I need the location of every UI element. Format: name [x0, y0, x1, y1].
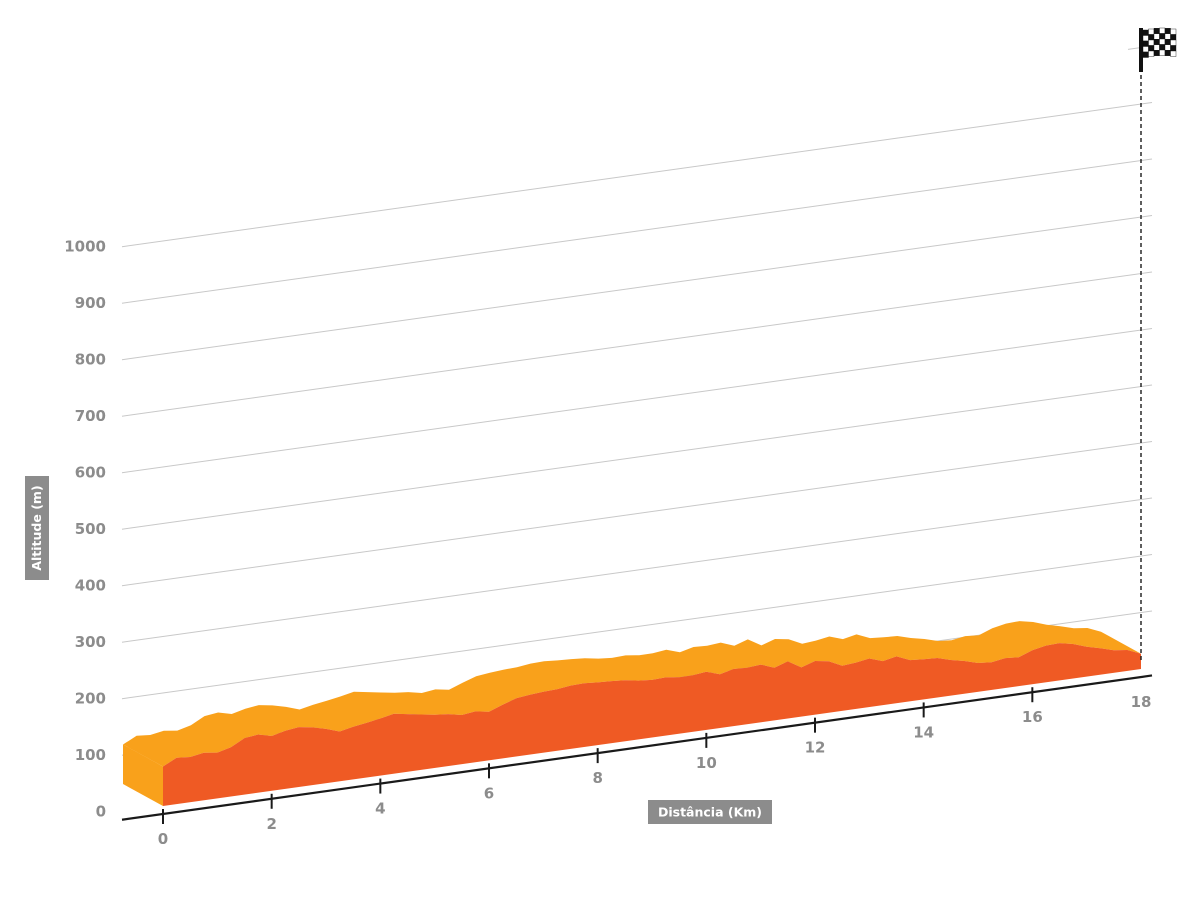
gridline	[121, 497, 1153, 643]
flag-cell	[1148, 45, 1155, 52]
y-tick-label: 200	[75, 690, 106, 708]
gridline	[121, 271, 1153, 417]
y-tick-label: 0	[96, 803, 106, 821]
gridline	[121, 440, 1153, 587]
flag-cell	[1142, 51, 1149, 58]
flag-cell	[1142, 40, 1149, 47]
gridlines	[121, 45, 1153, 756]
x-tick-label: 6	[484, 784, 494, 802]
flag-cell	[1170, 28, 1177, 35]
flag-cell	[1148, 39, 1155, 46]
flag-cell	[1164, 44, 1171, 51]
flag-cell	[1153, 28, 1160, 34]
y-tick-label: 100	[75, 746, 106, 764]
x-tick-label: 14	[913, 723, 934, 741]
y-axis-label: Altitude (m)	[29, 485, 44, 570]
y-tick-labels: 0 100 200 300 400 500 600 700 800 900 1000	[64, 238, 106, 821]
flag-cell	[1142, 35, 1149, 42]
flag-pole	[1139, 28, 1143, 72]
flag-cell	[1164, 33, 1171, 40]
y-tick-label: 800	[75, 351, 106, 369]
flag-cell	[1153, 39, 1160, 45]
x-tick-label: 2	[266, 815, 276, 833]
x-tick-label: 16	[1022, 708, 1043, 726]
finish-marker	[1139, 27, 1177, 660]
flag-cell	[1170, 45, 1177, 52]
gridline	[121, 101, 1153, 248]
flag-cell	[1153, 44, 1160, 51]
y-tick-label: 400	[75, 577, 106, 595]
flag-cell	[1170, 50, 1177, 57]
gridline	[121, 384, 1153, 530]
y-tick-label: 600	[75, 464, 106, 482]
x-tick-label: 0	[158, 830, 168, 848]
flag-cell	[1159, 44, 1166, 51]
x-tick-label: 12	[805, 739, 826, 757]
y-tick-label: 300	[75, 633, 106, 651]
x-tick-label: 8	[592, 769, 602, 787]
flag-cell	[1159, 49, 1166, 56]
flag-cell	[1148, 34, 1155, 41]
y-axis-badge: Altitude (m)	[25, 476, 49, 580]
gridline	[121, 158, 1153, 304]
x-tick-label: 4	[375, 800, 385, 818]
x-tick-labels: 0 2 4 6 8 10 12 14 16 18	[158, 693, 1152, 848]
flag-cell	[1164, 50, 1171, 56]
flag-cell	[1159, 38, 1166, 45]
x-tick-label: 18	[1131, 693, 1152, 711]
flag-cell	[1170, 34, 1177, 41]
gridline	[121, 327, 1153, 474]
y-tick-label: 1000	[64, 238, 106, 256]
profile-start-face	[123, 744, 163, 806]
y-tick-label: 700	[75, 407, 106, 425]
flag-cell	[1159, 33, 1166, 40]
x-tick-label: 10	[696, 754, 717, 772]
y-tick-label: 500	[75, 520, 106, 538]
profile-area	[123, 621, 1141, 806]
x-axis-badge: Distância (Km)	[648, 800, 772, 824]
checkered-flag-icon	[1139, 27, 1177, 72]
profile-top-face	[123, 621, 1141, 767]
flag-cell	[1148, 50, 1155, 57]
gridline	[121, 553, 1153, 700]
profile-side-face	[163, 643, 1141, 806]
flag-cell	[1142, 46, 1149, 53]
flag-cell	[1170, 39, 1177, 46]
flag-cell	[1142, 29, 1149, 36]
gridline	[121, 214, 1153, 361]
x-axis-line	[121, 674, 1153, 821]
flag-cell	[1148, 28, 1155, 35]
flag-cell	[1153, 50, 1160, 56]
x-axis-label: Distância (Km)	[658, 805, 762, 820]
y-tick-label: 900	[75, 294, 106, 312]
flag-cell	[1159, 27, 1166, 34]
flag-cell	[1164, 28, 1171, 34]
flag-cell	[1164, 39, 1171, 45]
axes	[121, 674, 1153, 824]
flag-cell	[1153, 33, 1160, 40]
